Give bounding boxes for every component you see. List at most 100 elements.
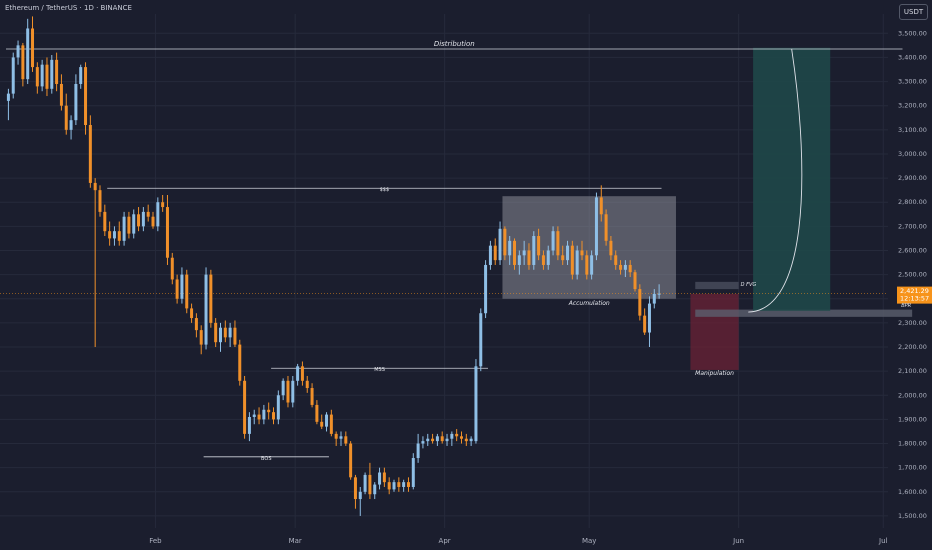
- candle-body: [127, 216, 131, 234]
- candle-body: [503, 228, 507, 256]
- candle-body: [488, 245, 492, 265]
- y-tick-label: 2,100.00: [898, 367, 927, 375]
- candle-body: [474, 366, 478, 442]
- y-tick-label: 1,600.00: [898, 488, 927, 496]
- candle-body: [378, 472, 382, 485]
- level-label: Distribution: [434, 40, 475, 48]
- candle-body: [339, 436, 343, 439]
- candle-body: [272, 412, 276, 420]
- candle-body: [194, 318, 198, 331]
- y-tick-label: 3,100.00: [898, 126, 927, 134]
- x-tick-label: May: [582, 537, 596, 545]
- y-tick-label: 2,600.00: [898, 246, 927, 254]
- candle-body: [382, 472, 386, 483]
- candle-body: [228, 327, 232, 338]
- candle-body: [397, 482, 401, 487]
- candle-body: [305, 380, 309, 389]
- candle-body: [6, 93, 10, 101]
- candle-body: [541, 255, 545, 265]
- price-tag-countdown: 12:13:57: [900, 295, 929, 303]
- candle-body: [247, 416, 251, 434]
- y-tick-label: 2,300.00: [898, 319, 927, 327]
- candle-body: [570, 245, 574, 275]
- candle-body: [469, 438, 473, 442]
- candle-body: [21, 45, 25, 80]
- candle-body: [325, 414, 329, 427]
- level-label: MSS: [374, 367, 385, 373]
- candle-body: [619, 264, 623, 270]
- candle-body: [594, 197, 598, 256]
- y-tick-label: 2,500.00: [898, 271, 927, 279]
- candle-body: [40, 64, 44, 87]
- y-tick-label: 3,200.00: [898, 102, 927, 110]
- candle-body: [132, 214, 136, 234]
- candle-body: [561, 255, 565, 261]
- candle-body: [252, 414, 256, 417]
- candle-body: [218, 327, 222, 343]
- zone-label: Manipulation: [695, 370, 734, 377]
- candle-body: [556, 231, 560, 256]
- candle-body: [623, 264, 627, 270]
- candle-body: [262, 409, 266, 420]
- x-tick-label: Jun: [732, 537, 744, 545]
- candle-body: [286, 380, 290, 403]
- candle-body: [358, 491, 362, 500]
- candle-body: [368, 474, 372, 495]
- candle-body: [455, 433, 459, 437]
- price-tag: [897, 286, 932, 304]
- candle-body: [513, 240, 517, 265]
- level-label: $$$: [380, 187, 390, 193]
- currency-badge[interactable]: USDT: [899, 4, 928, 20]
- candle-body: [103, 211, 107, 232]
- candle-body: [638, 289, 642, 316]
- candle-body: [464, 438, 468, 442]
- candle-body: [175, 279, 179, 299]
- zone-label: Accumulation: [568, 300, 610, 307]
- candle-body: [69, 120, 73, 130]
- candle-body: [291, 380, 295, 403]
- candle-body: [74, 83, 78, 121]
- zone-label: BPR: [901, 303, 911, 309]
- candle-body: [450, 433, 454, 439]
- candle-body: [580, 250, 584, 256]
- candle-body: [310, 388, 314, 405]
- candle-body: [98, 190, 102, 212]
- candle-body: [373, 484, 377, 495]
- candle-body: [199, 330, 203, 345]
- price-tag-value: 2,421.29: [900, 287, 929, 295]
- candle-body: [334, 433, 338, 439]
- candle-body: [204, 274, 208, 345]
- candle-body: [493, 245, 497, 261]
- candle-body: [657, 293, 661, 295]
- candle-body: [79, 67, 83, 84]
- zone-bpr: [695, 309, 913, 317]
- candle-body: [575, 250, 579, 275]
- candle-body: [387, 482, 391, 490]
- candle-body: [643, 315, 647, 333]
- candle-body: [141, 211, 145, 227]
- candle-body: [599, 197, 603, 215]
- y-tick-label: 2,000.00: [898, 391, 927, 399]
- candle-body: [88, 125, 92, 183]
- candle-body: [233, 327, 237, 345]
- candle-body: [353, 477, 357, 500]
- x-tick-label: Mar: [289, 537, 302, 545]
- candle-body: [609, 240, 613, 256]
- y-tick-label: 1,500.00: [898, 512, 927, 520]
- candle-body: [243, 380, 247, 434]
- y-tick-label: 2,900.00: [898, 174, 927, 182]
- candle-body: [484, 264, 488, 314]
- candle-body: [64, 105, 68, 130]
- y-tick-label: 3,500.00: [898, 29, 927, 37]
- y-tick-label: 1,900.00: [898, 415, 927, 423]
- candle-body: [363, 474, 367, 492]
- candle-body: [411, 458, 415, 487]
- candle-body: [329, 414, 333, 434]
- candle-body: [209, 274, 213, 323]
- candle-body: [300, 366, 304, 381]
- candle-body: [223, 327, 227, 338]
- candle-body: [431, 438, 435, 442]
- candle-body: [445, 438, 449, 442]
